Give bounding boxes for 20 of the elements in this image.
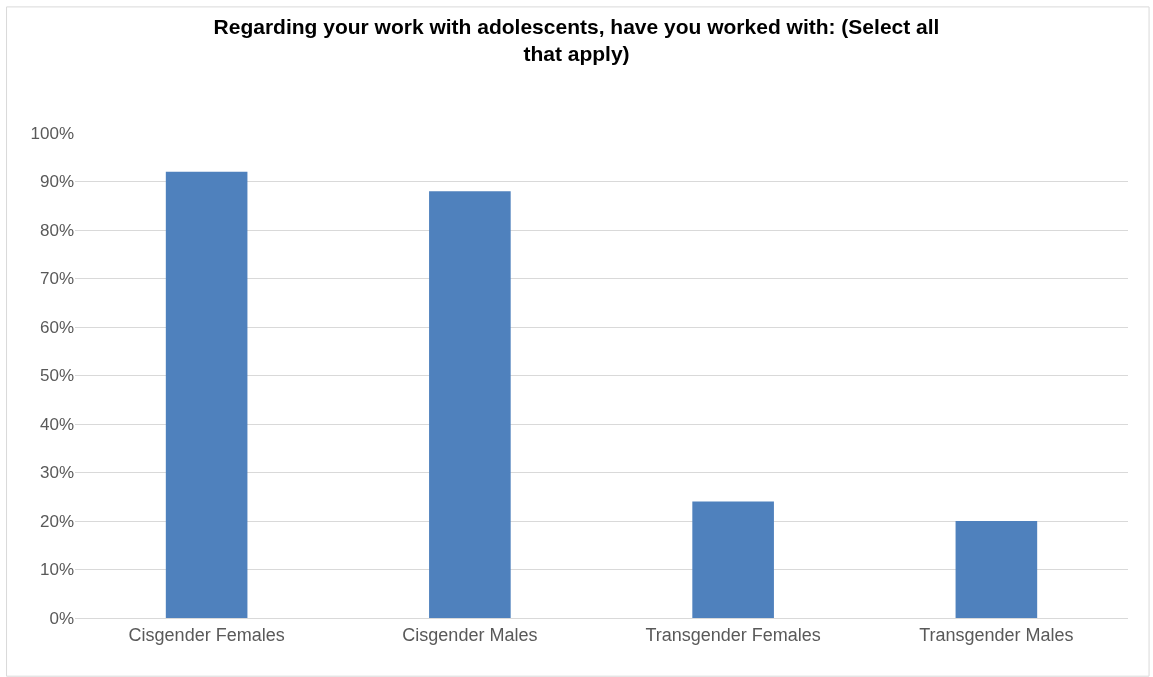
y-tick-label: 70% <box>39 269 74 289</box>
y-tick-label: 50% <box>39 366 74 386</box>
bar <box>692 501 774 618</box>
y-tick-label: 40% <box>39 414 74 434</box>
y-tick-label: 30% <box>39 463 74 483</box>
y-tick-label: 20% <box>39 511 74 531</box>
x-tick-label: Cisgender Females <box>128 624 285 645</box>
y-tick-label: 100% <box>30 123 74 143</box>
chart-title: Regarding your work with adolescents, have you worked with: (Select all that apply) <box>213 14 940 66</box>
y-tick-label: 80% <box>39 220 74 240</box>
x-tick-label: Transgender Males <box>919 624 1074 645</box>
bar <box>165 171 248 618</box>
y-tick-label: 60% <box>39 317 74 337</box>
x-tick-label: Transgender Females <box>645 624 821 645</box>
y-tick-label: 0% <box>49 608 74 628</box>
bar <box>955 521 1038 618</box>
y-tick-label: 90% <box>39 172 74 192</box>
x-tick-label: Cisgender Males <box>402 624 538 645</box>
bar <box>429 191 511 618</box>
y-tick-label: 10% <box>39 560 74 580</box>
